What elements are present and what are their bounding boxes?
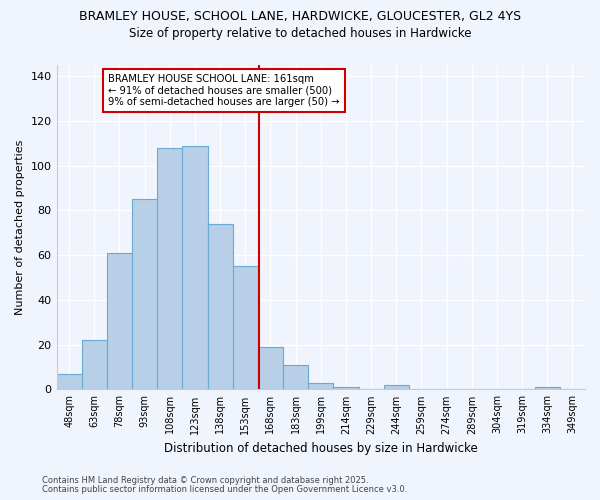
Y-axis label: Number of detached properties: Number of detached properties — [15, 140, 25, 315]
Text: BRAMLEY HOUSE SCHOOL LANE: 161sqm
← 91% of detached houses are smaller (500)
9% : BRAMLEY HOUSE SCHOOL LANE: 161sqm ← 91% … — [108, 74, 340, 107]
Bar — [132, 199, 157, 390]
Text: Contains HM Land Registry data © Crown copyright and database right 2025.: Contains HM Land Registry data © Crown c… — [42, 476, 368, 485]
Bar — [208, 224, 233, 390]
Bar — [182, 146, 208, 390]
Bar — [157, 148, 182, 390]
Bar — [535, 387, 560, 390]
Text: BRAMLEY HOUSE, SCHOOL LANE, HARDWICKE, GLOUCESTER, GL2 4YS: BRAMLEY HOUSE, SCHOOL LANE, HARDWICKE, G… — [79, 10, 521, 23]
Bar — [56, 374, 82, 390]
Text: Contains public sector information licensed under the Open Government Licence v3: Contains public sector information licen… — [42, 485, 407, 494]
Bar — [334, 387, 359, 390]
Bar — [107, 253, 132, 390]
Bar — [308, 382, 334, 390]
Bar — [258, 347, 283, 390]
Text: Size of property relative to detached houses in Hardwicke: Size of property relative to detached ho… — [129, 28, 471, 40]
Bar — [283, 365, 308, 390]
X-axis label: Distribution of detached houses by size in Hardwicke: Distribution of detached houses by size … — [164, 442, 478, 455]
Bar — [82, 340, 107, 390]
Bar — [233, 266, 258, 390]
Bar — [383, 385, 409, 390]
